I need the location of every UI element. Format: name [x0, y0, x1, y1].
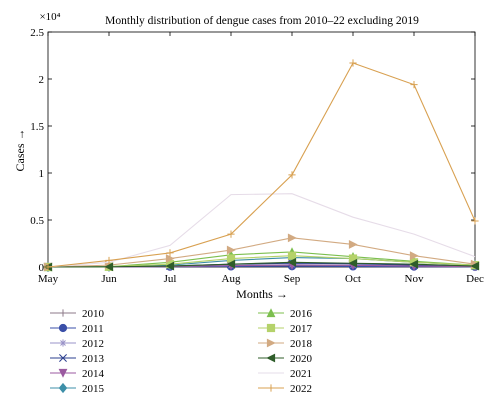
series-line-2020 [47, 261, 476, 268]
legend-label: 2012 [82, 338, 104, 350]
legend-item-2012: 2012 [50, 338, 104, 350]
y-tick-label: 1 [39, 168, 45, 180]
legend-label: 2020 [290, 353, 313, 365]
data-point-2022 [288, 171, 296, 179]
y-axis-title: Cases → [13, 129, 27, 172]
legend-item-2011: 2011 [50, 323, 104, 335]
data-point-2022 [471, 217, 479, 225]
data-point-2020 [165, 261, 175, 271]
legend-item-2010: 2010 [50, 308, 105, 320]
legend-marker [267, 384, 275, 392]
series-layer [43, 59, 480, 273]
y-tick-label: 2.5 [30, 27, 44, 39]
legend-marker [266, 353, 276, 363]
plot-frame [47, 31, 476, 268]
data-point-2020 [287, 257, 297, 267]
data-point-2022 [349, 59, 357, 67]
x-tick-label: Oct [345, 273, 361, 285]
series-2018 [43, 233, 480, 272]
data-point-2022 [44, 263, 52, 271]
legend-item-2022: 2022 [258, 383, 312, 395]
legend-marker [58, 382, 68, 394]
legend-label: 2018 [290, 338, 313, 350]
data-point-2022 [105, 256, 113, 265]
data-point-2018 [348, 240, 358, 249]
y-axis-exponent: ×10⁴ [39, 11, 60, 23]
legend-item-2016: 2016 [258, 308, 313, 320]
y-tick-label: 2 [39, 74, 45, 86]
legend-item-2018: 2018 [258, 338, 313, 350]
legend-marker [59, 354, 67, 362]
data-point-2020 [409, 259, 419, 269]
data-point-2018 [287, 233, 297, 243]
y-tick-label: 0.5 [30, 215, 44, 227]
series-line-2022 [47, 62, 476, 268]
data-point-2020 [226, 259, 236, 269]
x-tick-label: Jul [164, 273, 177, 285]
legend-marker [58, 323, 68, 333]
legend-label: 2011 [82, 323, 104, 335]
legend-label: 2010 [82, 308, 105, 320]
legend-marker [266, 323, 276, 333]
legend-label: 2015 [82, 383, 105, 395]
y-tick-label: 0 [39, 262, 45, 274]
legend: 2010 2011 2012 2013 2014 2015 2016 2017 2018 2020… [50, 308, 313, 395]
legend-marker [59, 309, 67, 317]
legend-marker [59, 339, 67, 347]
data-point-2017 [287, 251, 297, 260]
legend-label: 2016 [290, 308, 313, 320]
data-point-2022 [410, 81, 418, 89]
legend-item-2020: 2020 [258, 353, 313, 365]
x-tick-label: Aug [222, 273, 241, 285]
legend-item-2013: 2013 [50, 353, 105, 365]
legend-marker [266, 338, 276, 348]
x-tick-label: Dec [466, 273, 484, 285]
data-point-2020 [348, 258, 358, 268]
series-line-2018 [47, 237, 476, 268]
series-2022 [44, 59, 479, 271]
legend-label: 2017 [290, 323, 313, 335]
x-tick-label: Nov [405, 273, 424, 285]
x-axis-title: Months → [236, 287, 288, 301]
legend-item-2014: 2014 [50, 368, 105, 380]
legend-marker [58, 368, 68, 378]
data-point-2018 [165, 254, 175, 263]
data-point-2018 [226, 245, 236, 255]
legend-label: 2014 [82, 368, 105, 380]
legend-label: 2022 [290, 383, 312, 395]
plot-axes: 0 0.5 1 1.5 2 2.5 May Jun Jul Aug Sep Oct Nov Dec [30, 27, 484, 285]
x-tick-label: Sep [284, 273, 301, 285]
y-tick-label: 1.5 [30, 121, 44, 133]
chart-title: Monthly distribution of dengue cases fro… [105, 15, 419, 27]
series-2020 [43, 257, 480, 272]
legend-item-2017: 2017 [258, 323, 313, 335]
data-point-2022 [227, 230, 235, 238]
data-point-2020 [104, 262, 114, 272]
data-point-2018 [409, 251, 419, 261]
legend-label: 2021 [290, 368, 312, 380]
data-point-2020 [470, 261, 480, 271]
x-tick-label: May [38, 273, 59, 285]
data-point-2022 [166, 249, 174, 257]
x-tick-label: Jun [101, 273, 117, 285]
legend-label: 2013 [82, 353, 105, 365]
legend-item-2015: 2015 [50, 382, 105, 395]
legend-item-2021: 2021 [258, 368, 312, 380]
legend-marker [266, 308, 276, 318]
